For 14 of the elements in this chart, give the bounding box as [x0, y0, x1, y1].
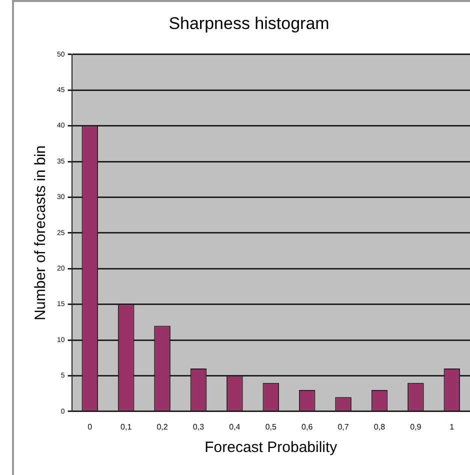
x-tick-label: 0,7	[338, 422, 350, 432]
chart-title: Sharpness histogram	[168, 14, 330, 33]
x-tick-label: 0	[88, 422, 93, 432]
x-tick-label: 0,3	[192, 422, 205, 432]
y-axis-title: Number of forecasts in bin	[32, 145, 50, 320]
x-tick-label: 0,6	[302, 422, 314, 432]
x-tick-label: 0,9	[410, 422, 422, 432]
x-tick-label: 0,5	[265, 422, 277, 432]
x-tick-label: 0,8	[374, 422, 386, 432]
x-axis-title: Forecast Probability	[204, 439, 338, 456]
x-tick-label: 0,1	[120, 422, 132, 432]
x-tick-label: 0,2	[156, 422, 168, 432]
x-tick-label: 0,4	[229, 422, 241, 432]
x-tick-label: 1	[450, 422, 455, 432]
